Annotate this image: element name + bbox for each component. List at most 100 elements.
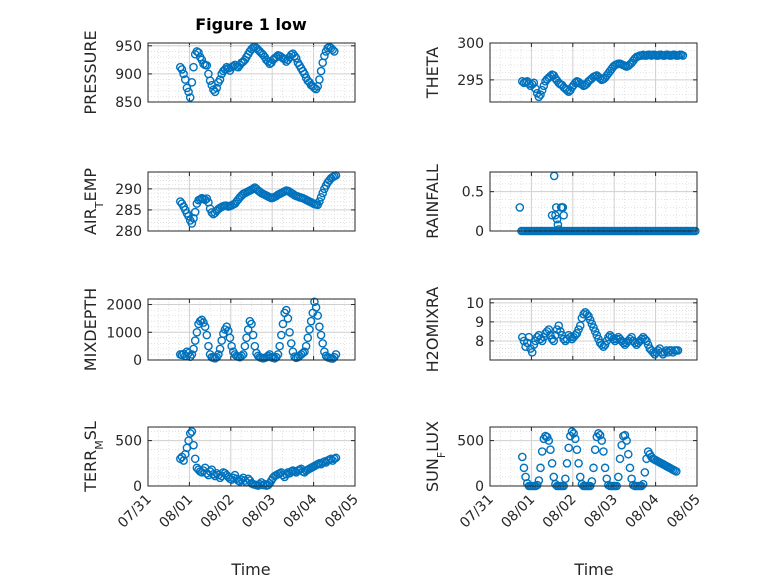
data-point: [227, 341, 236, 351]
data-point: [549, 336, 559, 346]
data-point: [190, 336, 200, 345]
subplot-air-temp: 280 285 290 AIRTEMP: [81, 168, 356, 240]
y-axis-label: SUNFLUX: [423, 421, 448, 492]
data-point: [318, 188, 328, 198]
data-point: [200, 322, 210, 332]
data-point: [179, 69, 188, 79]
data-point: [247, 319, 256, 329]
y-tick-label: 0: [475, 224, 484, 240]
data-point: [187, 219, 197, 228]
axes-box: [489, 171, 698, 232]
subplot-theta: 295 300 THETA: [423, 36, 698, 103]
data-point: [189, 440, 198, 450]
axes-box: [147, 171, 356, 232]
data-point: [619, 338, 628, 348]
data-point: [537, 447, 547, 456]
data-point: [199, 318, 208, 327]
data-point: [562, 459, 572, 468]
data-point: [536, 463, 545, 473]
y-axis-label: RAINFALL: [423, 164, 442, 239]
data-point: [524, 79, 534, 88]
data-point: [320, 51, 329, 61]
data-point: [673, 346, 683, 355]
y-axis-label: MIXDEPTH: [81, 288, 100, 371]
data-point: [205, 76, 215, 85]
data-point: [329, 47, 339, 56]
data-point: [326, 454, 336, 464]
data-point: [544, 436, 554, 445]
data-point: [534, 476, 544, 485]
y-axis-label: PRESSURE: [81, 30, 100, 114]
data-point: [546, 71, 555, 81]
data-point: [315, 322, 324, 332]
data-point: [318, 339, 328, 348]
data-point: [622, 436, 631, 445]
data-point: [524, 332, 534, 342]
data-point: [559, 210, 568, 220]
data-point: [281, 305, 291, 315]
plot-area: [490, 172, 697, 231]
y-tick-label: 900: [115, 67, 142, 83]
data-point: [192, 327, 202, 337]
data-point: [283, 314, 293, 323]
data-point: [569, 429, 578, 438]
data-point: [315, 197, 324, 206]
y-tick-label: 0: [475, 479, 484, 495]
data-point: [273, 350, 283, 359]
data-point: [574, 459, 583, 468]
data-point: [187, 78, 197, 87]
data-point: [600, 463, 610, 473]
y-axis-label: TERRMSL: [81, 421, 106, 493]
data-point: [625, 463, 635, 473]
data-point: [328, 45, 337, 55]
data-point: [529, 78, 539, 88]
subplot-rainfall: 0 0.5 RAINFALL: [423, 164, 700, 240]
y-axis-label: H2OMIXRA: [423, 287, 442, 373]
data-point: [303, 333, 313, 343]
data-point: [566, 332, 575, 342]
y-tick-label: 0.5: [462, 185, 484, 201]
data-point: [185, 429, 195, 438]
data-point: [517, 452, 527, 462]
data-point: [637, 334, 646, 344]
data-point: [305, 325, 314, 334]
subplot-pressure: 850 900 950 PRESSURE: [81, 30, 356, 115]
data-point: [572, 445, 582, 454]
subplot-mixdepth: 0 1000 2000 MIXDEPTH: [81, 288, 356, 371]
data-point: [615, 454, 625, 464]
y-tick-label: 280: [115, 224, 142, 240]
data-point: [286, 339, 296, 348]
data-point: [539, 81, 549, 91]
y-tick-label: 950: [115, 39, 142, 55]
data-point: [648, 348, 658, 357]
data-point: [202, 61, 212, 70]
data-point: [210, 87, 220, 97]
data-point: [623, 449, 633, 459]
data-point: [331, 453, 341, 463]
data-point: [515, 203, 525, 212]
data-point: [204, 341, 213, 351]
data-point: [595, 430, 605, 440]
data-point: [189, 62, 198, 72]
data-point: [553, 220, 563, 230]
data-point: [554, 225, 564, 234]
y-tick-label: 295: [457, 73, 484, 89]
data-point: [534, 92, 544, 102]
data-point: [189, 344, 198, 354]
data-point: [306, 316, 316, 326]
y-tick-label: 10: [466, 296, 484, 312]
data-point: [587, 477, 597, 486]
axes-box: [489, 42, 698, 103]
data-point: [313, 311, 323, 320]
data-point: [185, 93, 195, 102]
data-point: [280, 54, 289, 64]
data-point: [240, 341, 250, 351]
data-point: [537, 85, 547, 95]
data-point: [316, 192, 326, 202]
data-point: [612, 334, 621, 344]
data-point: [184, 211, 193, 221]
axes-box: [147, 298, 356, 361]
data-point: [291, 53, 301, 63]
data-point: [215, 75, 225, 84]
data-point: [214, 350, 223, 359]
